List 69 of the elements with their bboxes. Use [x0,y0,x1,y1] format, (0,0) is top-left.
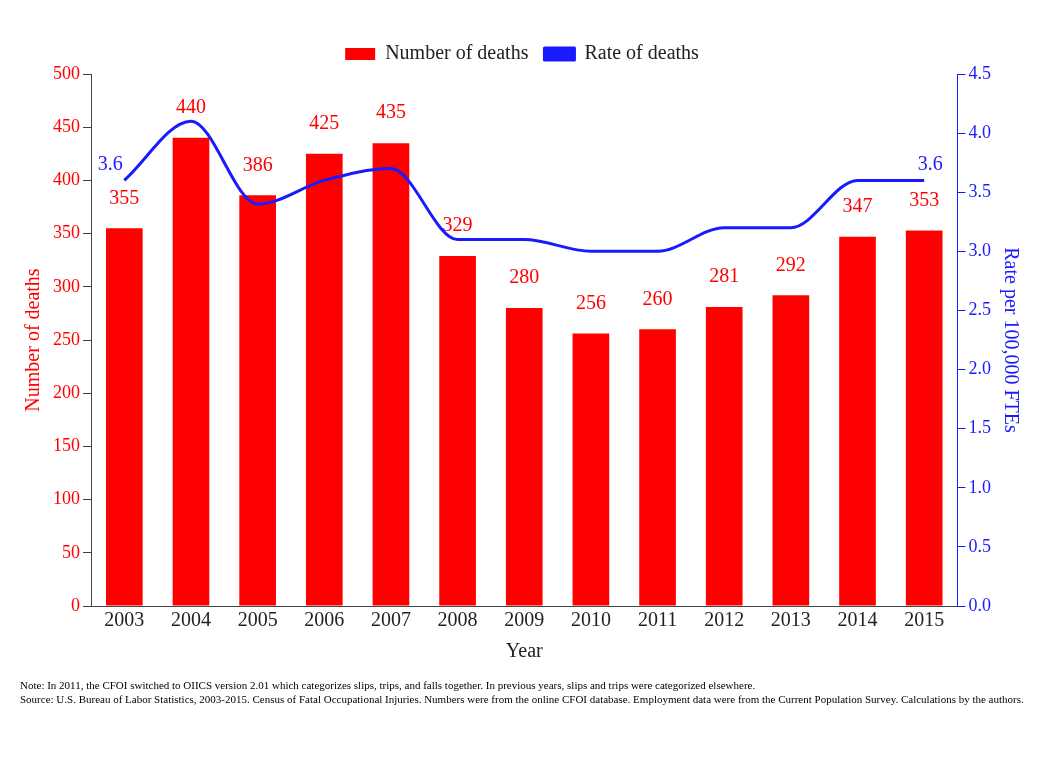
y-tick-label: 150 [53,435,80,456]
y-axis-title: Number of deaths [21,268,44,412]
data-label: 355 [109,185,140,208]
x-tick-label: 2011 [637,608,678,631]
y2-tick-label: 4.0 [968,121,991,142]
legend-label: Number of deaths [385,41,529,64]
y-tick-label: 100 [53,488,80,509]
y-tick-label: 500 [53,62,80,83]
y-tick-label: 300 [53,275,80,296]
x-tick-label: 2008 [437,608,478,631]
y2-tick-label: 0.0 [968,594,991,615]
y2-axis-title: Rate per 100,000 FTEs [999,247,1023,433]
data-label: 347 [842,194,873,217]
bar [305,153,343,606]
bar [372,143,410,606]
legend-label: Rate of deaths [584,41,700,64]
bar [439,255,476,606]
bar [505,308,543,606]
y-tick-label: 400 [53,169,80,190]
data-label: 329 [442,213,473,236]
bar [839,236,876,606]
y2-tick-label: 3.5 [968,180,991,201]
x-tick-label: 2014 [837,608,878,631]
y2-tick-label: 0.5 [968,535,991,556]
x-tick-label: 2006 [304,608,345,631]
data-label: 386 [242,152,273,175]
x-axis-title: Year [505,639,544,662]
data-label: 292 [775,252,806,275]
bar [639,329,676,606]
x-tick-label: 2003 [104,608,145,631]
y2-tick-label: 1.0 [968,476,991,497]
x-tick-label: 2012 [704,608,745,631]
bar [239,195,276,606]
y-tick-label: 50 [62,541,80,562]
x-tick-label: 2005 [237,608,278,631]
text: Note: In 2011, the CFOI switched to OIICS version 2.01 which categorizes slips, trips, and falls together. In previous years, slips and trips were categorized elsewhere. [20,678,757,692]
y-tick-label: 350 [53,222,80,243]
bar [705,307,743,606]
y2-tick-label: 4.5 [968,62,991,83]
x-tick-label: 2007 [370,608,411,631]
data-label: 281 [709,264,740,287]
x-tick-label: 2015 [904,608,945,631]
x-tick-label: 2013 [770,608,811,631]
y-tick-label: 0 [71,594,80,615]
data-label: 3.6 [97,151,123,174]
data-label: 280 [509,265,540,288]
bar [772,295,810,606]
data-label: 435 [375,100,406,123]
x-tick-label: 2010 [570,608,611,631]
data-label: 425 [309,111,340,134]
y-tick-label: 200 [53,381,80,402]
x-tick-label: 2009 [504,608,545,631]
y2-tick-label: 3.0 [968,240,991,261]
data-label: 353 [909,187,940,210]
bar [106,228,143,606]
y2-tick-label: 1.5 [968,417,991,438]
data-label: 3.6 [917,151,943,174]
source-note: Source: U.S. Bureau of Labor Statistics, 2003-2015. Census of Fatal Occupational Injuries. Numbers were from the online CFOI database. Employment data were from the Current Population Survey. Calculations by the authors. [20,692,1024,706]
data-label: 260 [642,286,673,309]
y2-tick-label: 2.5 [968,299,991,320]
bar [905,230,943,606]
data-label: 256 [575,290,606,313]
data-label: 440 [175,95,206,118]
bar [572,333,610,606]
y-tick-label: 450 [53,115,80,136]
bar [172,137,210,606]
x-tick-label: 2004 [170,608,211,631]
y-tick-label: 250 [53,328,80,349]
y2-tick-label: 2.0 [968,358,991,379]
